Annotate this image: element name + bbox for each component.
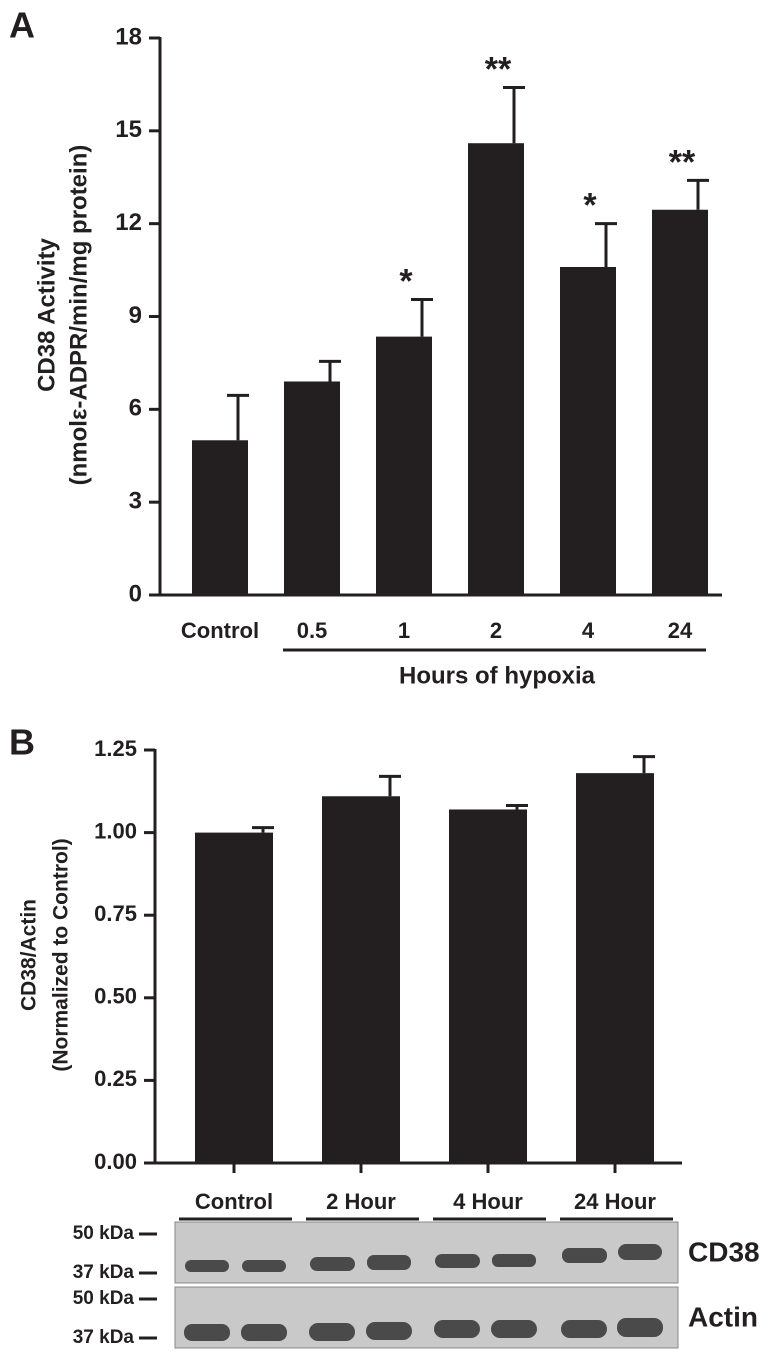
blot-row-label: CD38 <box>688 1236 760 1267</box>
band <box>435 1254 480 1268</box>
y-tick-label: 12 <box>115 209 142 236</box>
blot-bands <box>184 1244 663 1341</box>
band <box>562 1248 607 1263</box>
y-tick-label: 6 <box>129 395 142 422</box>
y-axis-label: (Normalized to Control) <box>50 838 73 1071</box>
band <box>618 1244 662 1260</box>
bar <box>449 809 527 1163</box>
x-tick-label: 0.5 <box>297 618 328 643</box>
y-tick-label: 1.00 <box>94 818 137 843</box>
y-tick-label: 0.50 <box>94 984 137 1009</box>
bar <box>376 336 432 595</box>
mw-marker-label: 50 kDa <box>73 1223 135 1244</box>
bar <box>284 381 340 595</box>
band <box>184 1324 230 1341</box>
bar <box>468 143 524 595</box>
x-tick-label: 4 <box>582 618 595 643</box>
mw-marker-label: 37 kDa <box>73 1327 135 1348</box>
x-tick-label: Control <box>195 1189 273 1214</box>
band <box>561 1320 607 1338</box>
panel-label: B <box>9 722 35 763</box>
bar <box>652 209 708 595</box>
y-tick-label: 1.25 <box>94 736 137 761</box>
y-tick-label: 9 <box>129 302 142 329</box>
significance-label: ** <box>669 143 696 181</box>
y-axis-label: (nmolε-ADPR/min/mg protein) <box>65 145 92 486</box>
y-tick-label: 15 <box>115 116 142 143</box>
x-tick-label: 2 Hour <box>326 1189 396 1214</box>
y-tick-label: 0.75 <box>94 901 137 926</box>
band <box>185 1260 229 1272</box>
x-tick-label: 1 <box>398 618 410 643</box>
y-tick-label: 18 <box>115 23 142 50</box>
x-tick-label: Control <box>181 618 259 643</box>
bar <box>322 796 400 1163</box>
band <box>242 1260 286 1272</box>
bar <box>195 832 273 1163</box>
x-tick-label: 24 <box>668 618 693 643</box>
band <box>617 1318 663 1337</box>
bar <box>560 266 616 595</box>
band <box>309 1323 355 1341</box>
y-axis-label: CD38/Actin <box>18 899 41 1011</box>
significance-label: * <box>583 187 597 225</box>
y-axis-label: CD38 Activity <box>33 237 60 391</box>
band <box>434 1320 480 1338</box>
band <box>491 1320 537 1338</box>
x-tick-label: 24 Hour <box>574 1189 656 1214</box>
y-tick-label: 3 <box>129 488 142 515</box>
bar <box>576 773 654 1163</box>
y-tick-label: 0.00 <box>94 1149 137 1174</box>
x-tick-label: 4 Hour <box>453 1189 523 1214</box>
band <box>367 1255 411 1270</box>
panel-label: A <box>9 5 35 46</box>
band <box>366 1322 412 1340</box>
mw-marker-label: 37 kDa <box>73 1262 135 1283</box>
band <box>492 1254 536 1267</box>
y-tick-label: 0 <box>129 580 142 607</box>
significance-label: ** <box>485 50 512 88</box>
blot <box>174 1221 679 1349</box>
bar <box>192 440 248 595</box>
blot-row-label: Actin <box>688 1301 758 1332</box>
mw-marker-label: 50 kDa <box>73 1288 135 1309</box>
significance-label: * <box>399 262 413 300</box>
band <box>310 1257 355 1271</box>
band <box>241 1324 287 1341</box>
y-tick-label: 0.25 <box>94 1066 137 1091</box>
x-axis-label: Hours of hypoxia <box>399 662 596 689</box>
x-tick-label: 2 <box>490 618 502 643</box>
